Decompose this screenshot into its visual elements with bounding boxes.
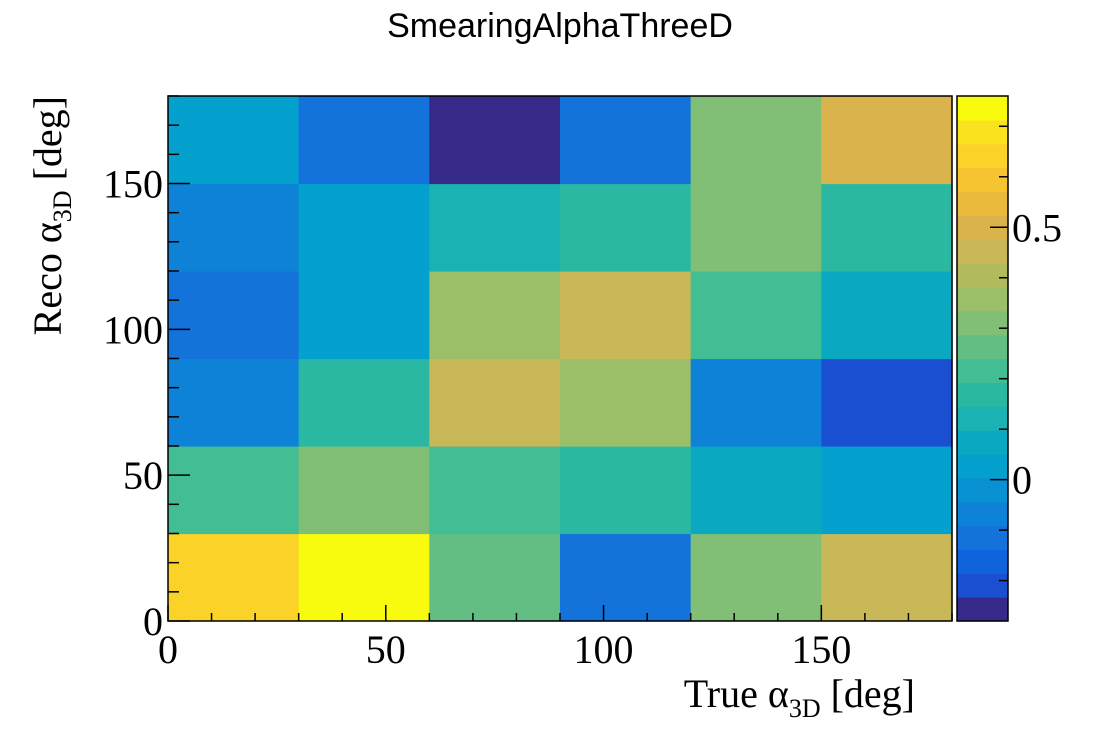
heatmap-cell [429,271,561,360]
heatmap-cell [429,96,561,185]
heatmap-cell [560,358,692,447]
heatmap-cell [168,446,300,535]
color-scale-band [957,334,1008,360]
heatmap-cell [429,446,561,535]
heatmap-cell [821,96,953,185]
color-scale-frame [956,95,1009,622]
color-scale-band [957,406,1008,431]
heatmap-cell [429,358,561,447]
heatmap-cell [560,183,692,272]
color-scale-band [957,597,1008,622]
color-scale-band [957,501,1008,527]
y-tick-label: 100 [103,307,163,352]
heatmap-cell [821,358,953,447]
heatmap-cell [298,271,430,360]
y-tick-label: 50 [123,453,163,498]
color-scale-band [957,167,1008,193]
color-scale-band [957,286,1008,312]
heatmap-cell [690,358,822,447]
heatmap-cell [690,533,822,622]
x-axis-ticks: 0 50 100 150 [158,605,953,672]
heatmap-cell [821,446,953,535]
color-scale-band [957,430,1008,455]
heatmap-cell [298,96,430,185]
heatmap-cell [690,183,822,272]
heatmap-cell [298,533,430,622]
heatmap-cell [168,271,300,360]
heatmap-cell [298,358,430,447]
color-scale-bar [957,96,1008,622]
color-scale-band [957,191,1008,216]
z-tick-label: 0 [1012,458,1032,503]
color-scale-band [957,96,1008,121]
heatmap-cell [298,446,430,535]
heatmap-cell [560,446,692,535]
chart-title: SmearingAlphaThreeD [387,7,733,45]
y-tick-label: 150 [103,162,163,207]
heatmap-cell [690,446,822,535]
heatmap-cells [168,96,953,622]
color-scale-band [957,119,1008,145]
color-scale-band [957,239,1008,264]
x-tick-label: 150 [791,627,851,672]
heatmap-cell [690,271,822,360]
heatmap-cell [168,533,300,622]
color-scale-band [957,453,1008,479]
color-scale-band [957,310,1008,336]
heatmap-cell [298,183,430,272]
heatmap-cell [168,183,300,272]
heatmap-cell [560,271,692,360]
color-scale-ticks: 00.5 [990,125,1062,582]
color-scale-band [957,477,1008,503]
heatmap-cell [429,183,561,272]
color-scale-band [957,549,1008,574]
heatmap-cell [821,533,953,622]
color-scale-band [957,143,1008,169]
heatmap-cell [168,96,300,185]
color-scale-band [957,525,1008,551]
x-tick-label: 50 [366,627,406,672]
heatmap-cell [560,533,692,622]
x-tick-label: 0 [158,627,178,672]
heatmap-cell [429,533,561,622]
y-axis-ticks: 0 50 100 150 [103,95,190,644]
z-tick-label: 0.5 [1012,205,1062,250]
heatmap-cell [168,358,300,447]
x-tick-label: 100 [574,627,634,672]
y-tick-label: 0 [143,599,163,644]
heatmap-cell [821,271,953,360]
x-axis-label: True α3D [deg] [684,671,915,723]
heatmap-cell [690,96,822,185]
color-scale-band [957,573,1008,598]
color-scale-band [957,382,1008,407]
color-scale-band [957,263,1008,288]
heatmap-cell [821,183,953,272]
y-axis-label: Reco α3D [deg] [25,96,77,335]
heatmap-cell [560,96,692,185]
